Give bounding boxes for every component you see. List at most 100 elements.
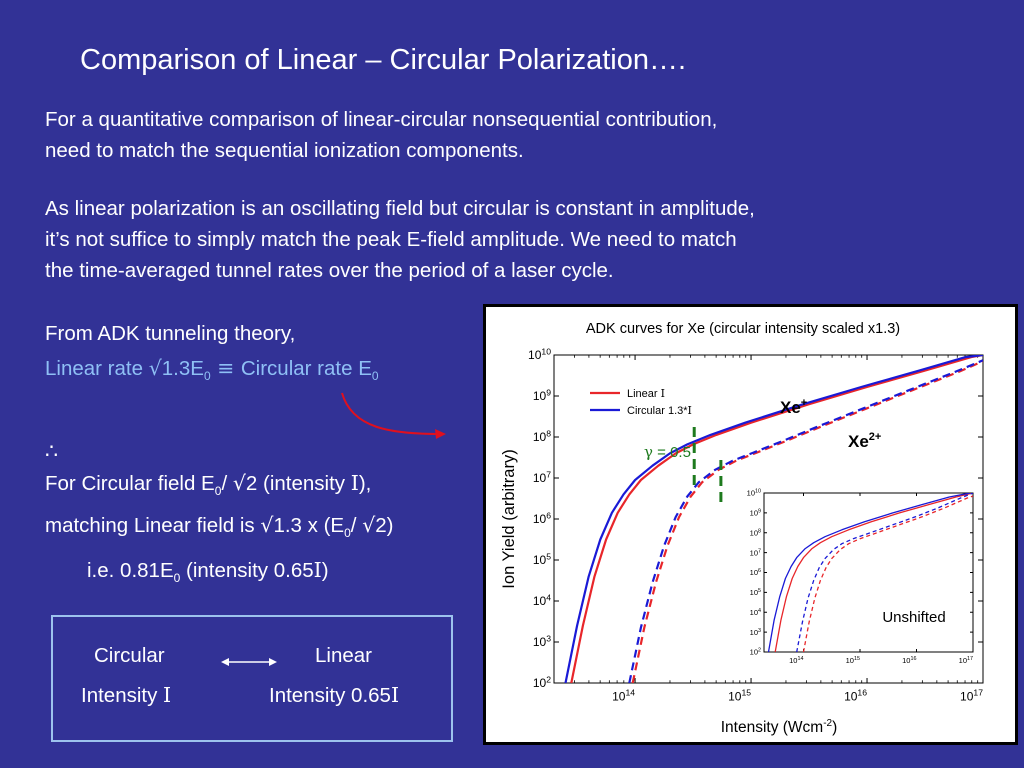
inset-y-tick-label: 105 (750, 588, 761, 597)
x-axis-label-end: ) (832, 719, 837, 736)
inset-y-tick-label-exp: 7 (758, 548, 761, 554)
inset-y-tick-label-base: 10 (750, 648, 758, 657)
ie-line: i.e. 0.81E0 (intensity 0.65I) (87, 555, 329, 594)
main-y-tick-label-base: 10 (533, 471, 547, 485)
inset-y-tick-label-base: 10 (750, 608, 758, 617)
main-y-tick-label-exp: 8 (546, 428, 551, 438)
main-x-tick-label-base: 10 (728, 689, 742, 703)
inset-y-tick-label: 103 (750, 628, 761, 637)
y-axis-label: Ion Yield (arbitrary) (500, 449, 518, 588)
rate-text: Linear rate (45, 357, 149, 380)
ie-text: ) (321, 559, 329, 582)
main-y-tick-label: 109 (533, 387, 551, 403)
chart-title: ADK curves for Xe (circular intensity sc… (586, 321, 900, 337)
inset-y-tick-label: 106 (750, 568, 761, 577)
intensity-symbol: I (350, 471, 359, 495)
intensity-symbol: I (390, 683, 400, 707)
inset-y-tick-label: 104 (750, 608, 761, 617)
legend-text: Linear (627, 388, 661, 400)
main-y-tick-label-base: 10 (533, 430, 547, 444)
sqrt-symbol: √ (260, 513, 274, 537)
main-y-tick-label: 106 (533, 510, 551, 526)
circular-label: Circular (94, 644, 165, 667)
double-arrow-icon (221, 658, 277, 666)
xe-2plus-label: Xe2+ (848, 431, 881, 451)
match-text: / (350, 514, 363, 537)
inset-x-tick-label-base: 10 (902, 656, 910, 665)
match-text: matching Linear field is (45, 514, 261, 537)
paragraph-line: For a quantitative comparison of linear-… (45, 108, 718, 131)
intensity-symbol: I (163, 683, 172, 707)
inset-y-tick-label-base: 10 (747, 489, 755, 498)
inset-series-line-1 (767, 493, 971, 652)
unshifted-label: Unshifted (882, 609, 945, 626)
circ-text: For Circular field E (45, 472, 215, 495)
main-y-tick-label-base: 10 (533, 389, 547, 403)
main-y-tick-label-exp: 7 (546, 469, 551, 479)
subscript: 0 (344, 526, 351, 541)
paragraph-polarization: As linear polarization is an oscillating… (45, 193, 755, 286)
circ-text: / (221, 472, 233, 495)
main-series-line-1 (564, 355, 983, 683)
inset-x-tick-label: 1014 (789, 656, 803, 665)
main-y-tick-label: 102 (533, 674, 551, 690)
inset-y-tick-label-exp: 2 (758, 648, 761, 654)
inset-series-line-3 (796, 493, 973, 652)
circular-field-line: For Circular field E0/ √2 (intensity I), (45, 468, 371, 507)
main-x-tick-label-exp: 16 (857, 688, 867, 698)
paragraph-line: the time-averaged tunnel rates over the … (45, 259, 614, 282)
main-y-tick-label-exp: 10 (541, 346, 551, 356)
inset-x-tick-label-exp: 14 (797, 656, 803, 662)
legend-intensity-symbol: I (688, 404, 692, 417)
equiv-symbol: ≡ (210, 356, 241, 380)
intensity-symbol: I (313, 558, 322, 582)
matching-linear-line: matching Linear field is √1.3 x (E0/ √2) (45, 510, 394, 549)
paragraph-matching: For a quantitative comparison of linear-… (45, 104, 717, 166)
xe-2plus-base: Xe (848, 432, 869, 451)
inset-y-tick-label-base: 10 (750, 568, 758, 577)
inset-x-tick-label-exp: 15 (854, 656, 860, 662)
inset-y-tick-label: 107 (750, 548, 761, 557)
inset-y-tick-label-base: 10 (750, 509, 758, 518)
adk-chart: ADK curves for Xe (circular intensity sc… (500, 321, 984, 736)
main-y-tick-label: 1010 (528, 346, 551, 362)
main-y-tick-label: 104 (533, 592, 551, 608)
xe-2plus-sup: 2+ (869, 431, 882, 443)
paragraph-line: it’s not suffice to simply match the pea… (45, 228, 737, 251)
main-series-line-0 (570, 355, 983, 683)
inset-y-tick-label-exp: 5 (758, 588, 761, 594)
sqrt-symbol: √ (232, 471, 246, 495)
legend-text: Circular 1.3* (627, 405, 688, 417)
main-series-line-3 (628, 359, 983, 683)
inset-x-tick-label-base: 10 (789, 656, 797, 665)
sqrt-symbol: √ (362, 513, 376, 537)
legend-label-1: Circular 1.3*I (627, 404, 692, 417)
adk-rate-equation: Linear rate √1.3E0 ≡ Circular rate E0 (45, 353, 379, 392)
xe-plus-base: Xe (780, 398, 801, 417)
main-y-tick-label-base: 10 (533, 553, 547, 567)
ie-text: (intensity 0.65 (180, 559, 314, 582)
main-y-tick-label-base: 10 (533, 676, 547, 690)
slide-title: Comparison of Linear – Circular Polariza… (80, 44, 687, 76)
paragraph-line: As linear polarization is an oscillating… (45, 197, 755, 220)
xe-plus-label: Xe+ (780, 397, 807, 417)
x-axis-label-sup: -2 (823, 718, 832, 729)
main-y-tick-label-exp: 3 (546, 633, 551, 643)
inset-y-tick-label-base: 10 (750, 548, 758, 557)
main-y-tick-label-base: 10 (533, 594, 547, 608)
inset-y-tick-label: 102 (750, 648, 761, 657)
gamma-value: = 0.5 (653, 444, 691, 461)
adk-chart-panel: ADK curves for Xe (circular intensity sc… (483, 304, 1018, 745)
rate-text: 1.3E (161, 357, 204, 380)
inset-y-tick-label: 1010 (747, 489, 761, 498)
main-x-tick-label-exp: 17 (973, 688, 983, 698)
main-x-tick-label-exp: 15 (741, 688, 751, 698)
box-text: Intensity 0.65 (269, 684, 391, 707)
intensity-comparison-box: Circular Intensity I Linear Intensity 0.… (51, 615, 453, 742)
inset-x-tick-label: 1015 (846, 656, 860, 665)
main-x-tick-label-exp: 14 (625, 688, 635, 698)
main-y-tick-label-exp: 5 (546, 551, 551, 561)
inset-y-tick-label-exp: 8 (758, 528, 761, 534)
main-x-tick-label: 1014 (612, 688, 635, 704)
main-series-line-2 (631, 360, 983, 683)
